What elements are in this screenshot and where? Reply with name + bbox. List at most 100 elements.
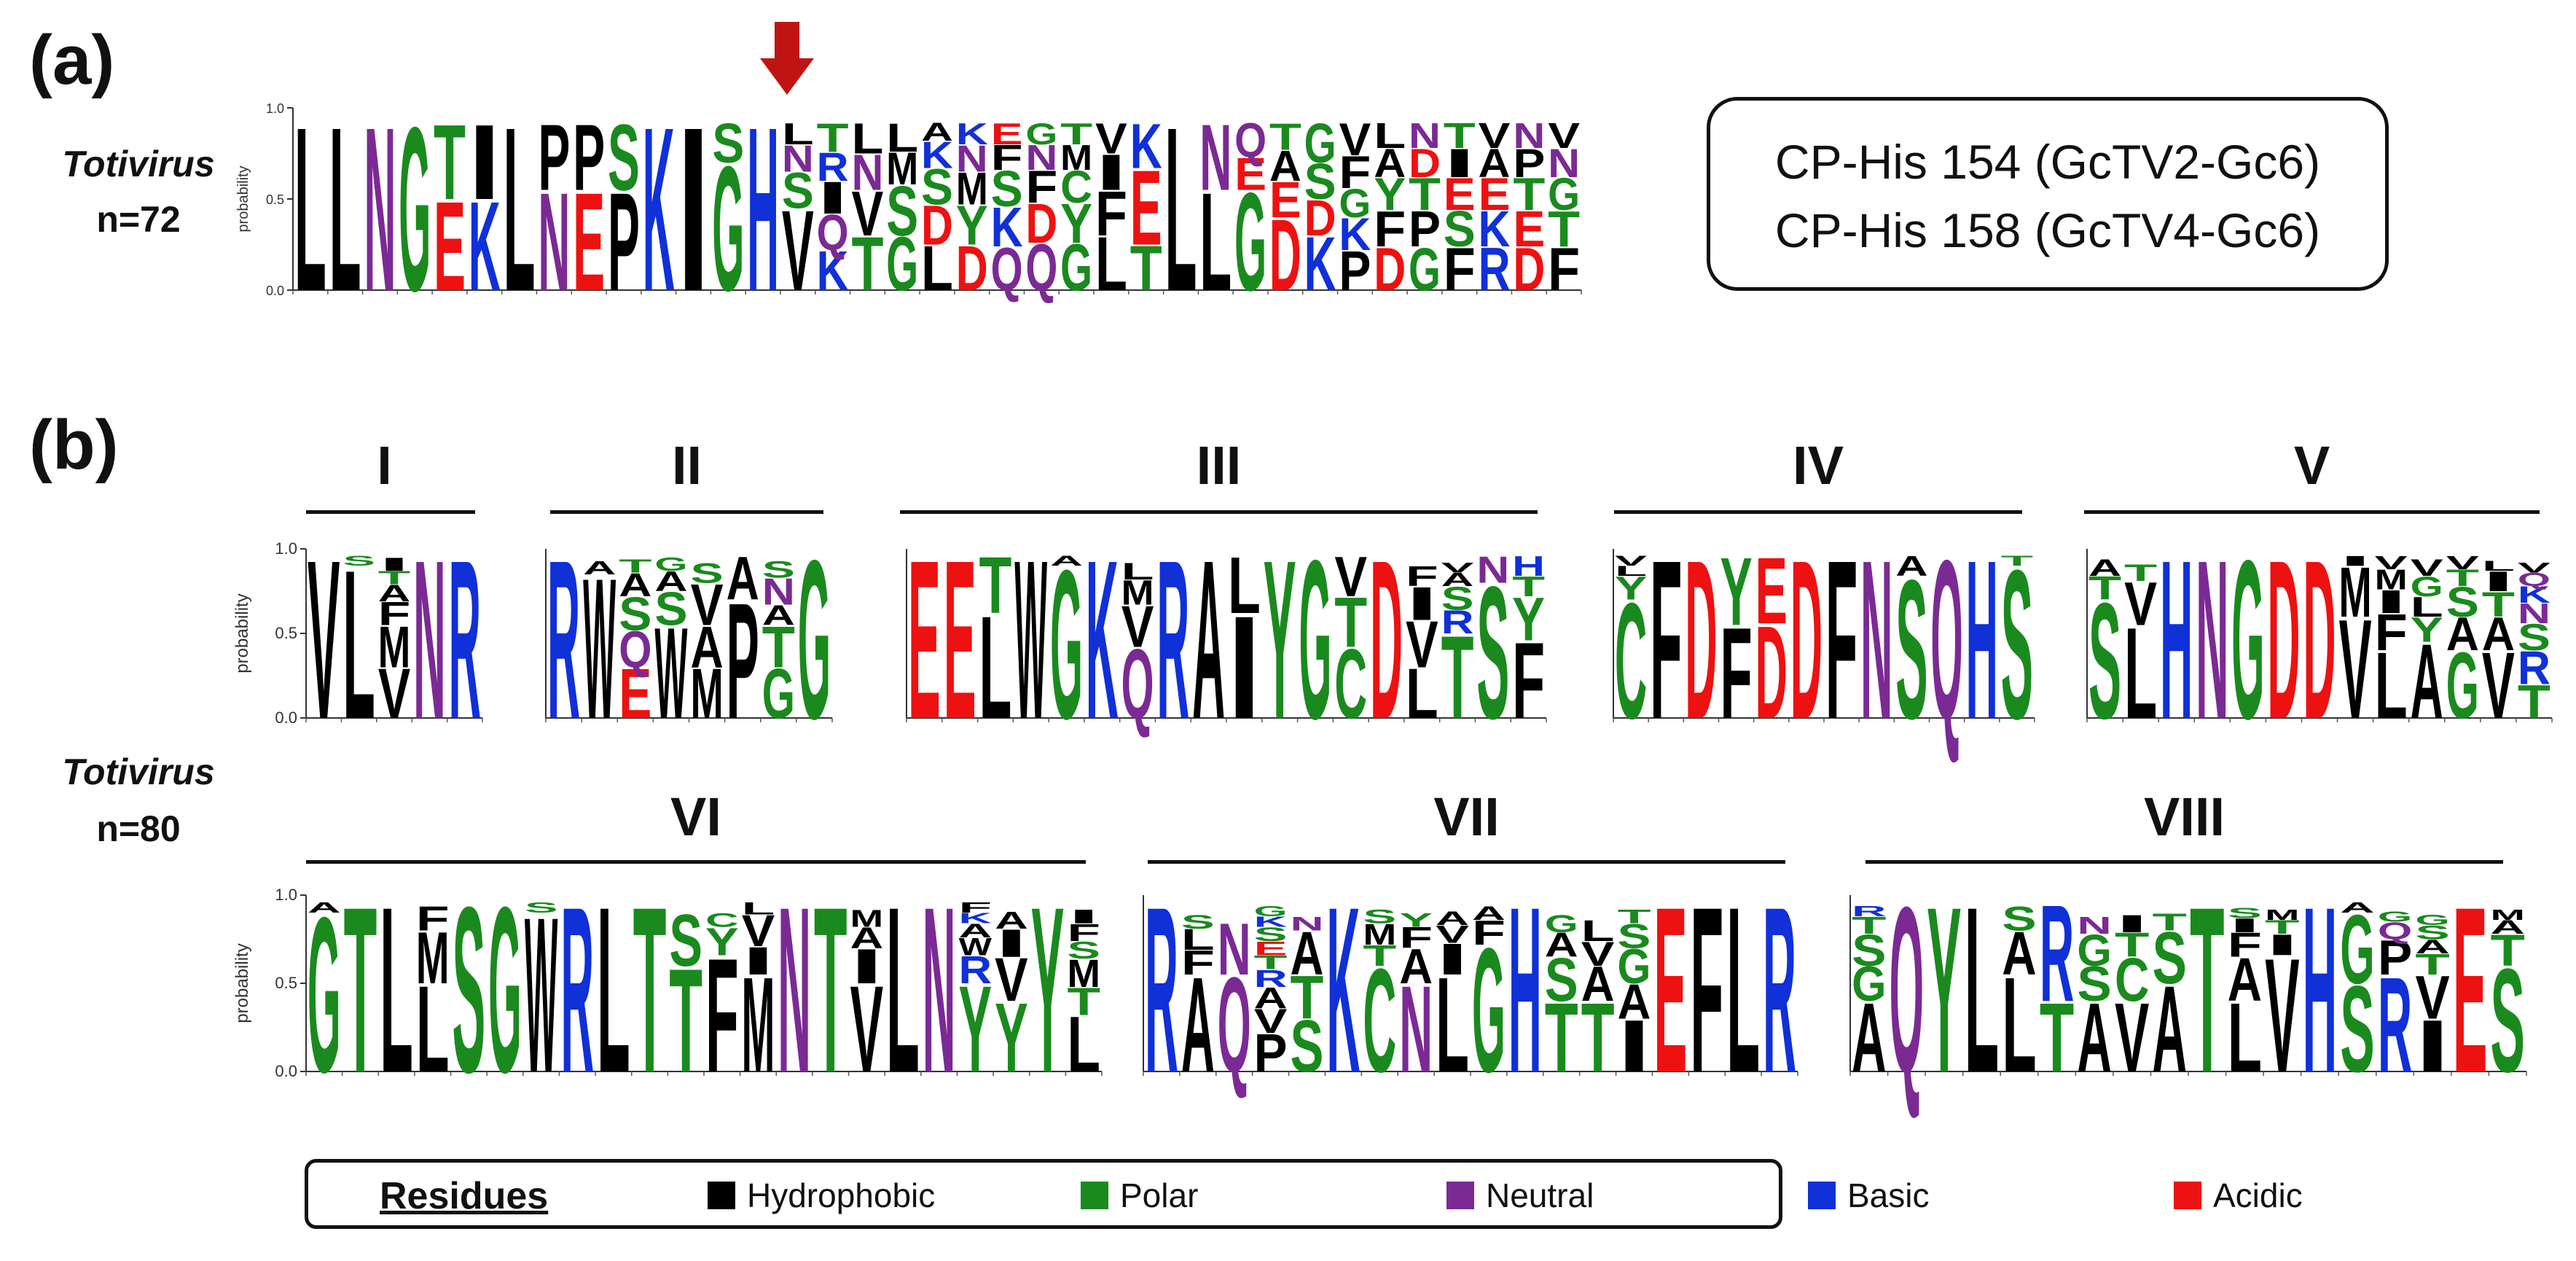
logo-letter: A: [1192, 512, 1225, 766]
logo-letter: A: [2077, 983, 2111, 1093]
logo-letter: S: [690, 557, 723, 589]
logo-letter: A: [1618, 975, 1651, 1029]
logo-letter: A: [2088, 555, 2121, 581]
logo-letter: L: [886, 115, 918, 160]
logo-letter: Q: [1025, 232, 1057, 305]
logo-letter: T: [814, 857, 847, 1121]
motif-title-iv: IV: [1793, 435, 1844, 496]
logo-letter: S: [2491, 938, 2525, 1104]
logo-letter: A: [2415, 936, 2449, 958]
logo-letter: T: [1618, 905, 1651, 927]
logo-letter: Y: [1031, 858, 1065, 1123]
logo-letter: R: [449, 512, 482, 766]
logo-letter: P: [727, 569, 759, 753]
motif-rule-viii: [1866, 860, 2503, 864]
logo-letter: I: [1444, 141, 1476, 186]
logo-letter: F: [958, 899, 992, 916]
logo-letter: A: [1436, 907, 1469, 929]
logo-letter: E: [1234, 149, 1267, 200]
logo-letter: W: [525, 872, 557, 1119]
logo-letter: V: [850, 961, 883, 1098]
logo-letter: G: [2378, 908, 2412, 925]
logo-letter: G: [399, 78, 431, 340]
highlight-arrow-icon: [760, 22, 814, 95]
logo-letter: A: [1852, 983, 1886, 1093]
logo-letter: M: [690, 654, 723, 733]
logo-letter: T: [1254, 951, 1288, 973]
motif-title-v: V: [2293, 435, 2330, 496]
logo-letter: G: [654, 554, 687, 575]
logo-letter: S: [1304, 154, 1336, 210]
logo-letter: K: [956, 117, 988, 152]
logo-letter: L: [380, 857, 413, 1121]
motif-title-vii: VII: [1433, 786, 1500, 847]
logo-letter: N: [538, 164, 570, 320]
logo-letter: F: [1339, 147, 1371, 198]
logo-letter: L: [1095, 222, 1127, 308]
logo-letter: T: [2265, 916, 2299, 938]
logo-letter: G: [1304, 113, 1336, 175]
logo-letter: R: [2378, 949, 2412, 1101]
logo-letter: K: [1326, 857, 1360, 1123]
logo-letter: R: [560, 857, 594, 1123]
logo-letter: M: [742, 950, 775, 1101]
logo-letter: L: [1374, 116, 1406, 156]
logo-letter: V: [1339, 114, 1371, 165]
logo-letter: T: [669, 939, 702, 1104]
logo-letter: R: [547, 513, 580, 767]
logo-letter: T: [2518, 675, 2550, 728]
logo-letter: V: [378, 654, 410, 733]
logo-letter: F: [1095, 178, 1127, 249]
logo-letter: L: [782, 117, 814, 151]
logo-letter: Q: [1218, 950, 1251, 1101]
logo-letter: K: [2518, 582, 2550, 608]
logo-letter: T: [1269, 116, 1301, 158]
logo-letter: N: [1025, 138, 1057, 178]
logo-letter: T: [633, 857, 667, 1121]
logo-letter: A: [583, 558, 616, 579]
logo-letter: W: [583, 536, 616, 761]
logo-letter: G: [2411, 571, 2443, 602]
logo-letter: E: [619, 654, 651, 733]
logo-letter: P: [2378, 930, 2412, 985]
logo-letter: T: [434, 103, 466, 222]
logo-letter: S: [782, 163, 814, 219]
logo-letter: G: [1060, 232, 1092, 305]
logo-letter: C: [1363, 937, 1396, 1103]
logo-letter: V: [1441, 560, 1474, 576]
logo-letter: G: [2077, 926, 2111, 975]
motif-title-viii: VIII: [2143, 786, 2225, 847]
logo-letter: N: [2077, 912, 2111, 940]
logo-letter: N: [2518, 598, 2550, 630]
logo-letter: L: [979, 586, 1012, 749]
logo-letter: E: [1653, 858, 1687, 1122]
logo-letter: F: [1548, 235, 1580, 303]
logo-letter: A: [2446, 608, 2479, 660]
logo-letter: G: [798, 513, 831, 767]
logo-letter: T: [979, 540, 1012, 630]
logo-letter: I: [1406, 577, 1438, 630]
motif-title-i: I: [377, 435, 392, 496]
logo-letter: A: [2228, 945, 2262, 1015]
logo-letter: K: [1339, 209, 1371, 260]
logo-letter: F: [1025, 162, 1057, 213]
logo-letter: F: [1720, 601, 1752, 746]
logo-letter: L: [342, 527, 375, 764]
logo-letter: T: [817, 115, 849, 160]
logo-letter: L: [1181, 923, 1215, 956]
y-axis-label: probability: [235, 165, 251, 232]
logo-letter: N: [1199, 106, 1232, 210]
logo-letter: D: [921, 194, 953, 257]
legend-label-acidic: Acidic: [2213, 1176, 2303, 1214]
logo-letter: S: [342, 553, 375, 569]
logo-letter: V: [1121, 594, 1154, 660]
logo-letter: L: [416, 960, 450, 1098]
logo-letter: S: [2002, 899, 2036, 937]
logo-letter: D: [1304, 190, 1336, 246]
logo-letter: F: [1650, 513, 1682, 766]
y-tick-label: 0.0: [266, 284, 284, 298]
logo-letter: T: [1581, 983, 1615, 1093]
logo-letter: I: [2375, 583, 2408, 620]
